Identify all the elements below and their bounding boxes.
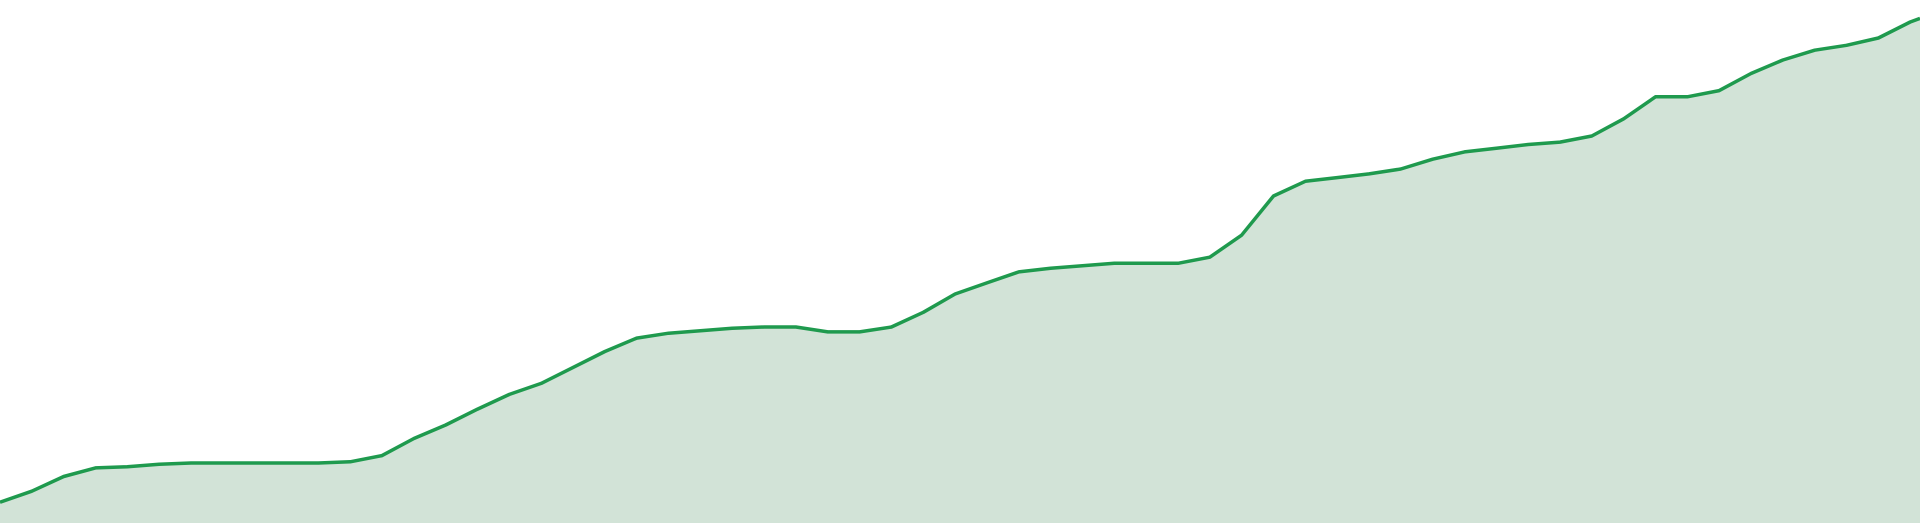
line	[0, 16, 1920, 504]
area-fill	[0, 18, 1920, 523]
